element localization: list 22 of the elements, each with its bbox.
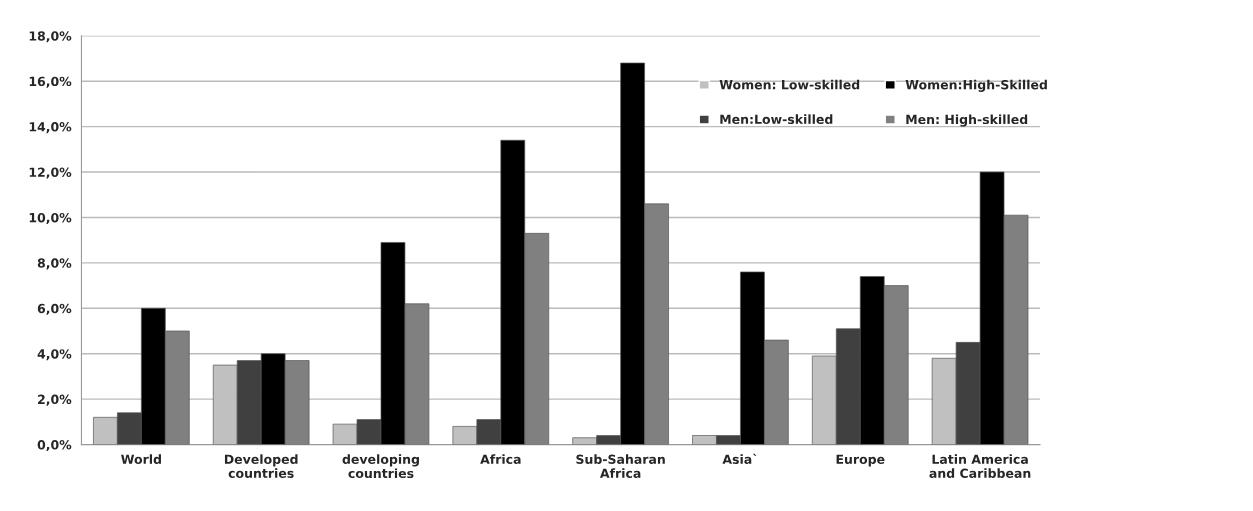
y-tick-label: 14,0% — [29, 122, 72, 134]
x-tick-label: Africa — [480, 454, 521, 464]
legend-label: Women: Low-skilled — [719, 79, 860, 90]
y-tick-label: 10,0% — [29, 212, 72, 224]
legend-label: Men:Low-skilled — [720, 114, 833, 124]
x-tick-label: Latin America and Caribbean — [929, 454, 1031, 478]
x-tick-label: Sub-Saharan Africa — [576, 454, 665, 478]
x-tick-label: Asia` — [722, 453, 757, 464]
y-tick-label: 16,0% — [29, 76, 72, 88]
y-tick-label: 4,0% — [37, 349, 72, 361]
y-tick-label: 2,0% — [38, 394, 72, 406]
legend-label: Men: High-skilled — [906, 114, 1028, 127]
y-tick-label: 18,0% — [29, 31, 72, 43]
x-tick-label: developing countries — [342, 454, 419, 479]
y-tick-label: 6,0% — [37, 303, 72, 315]
y-tick-label: 0,0% — [37, 440, 72, 452]
legend-label: Women:High-Skilled — [905, 79, 1047, 92]
y-tick-label: 12,0% — [29, 167, 72, 179]
x-tick-label: Developed countries — [224, 454, 298, 478]
y-tick-label: 8,0% — [37, 258, 72, 270]
x-tick-label: Europe — [836, 454, 885, 467]
x-tick-label: World — [121, 454, 161, 464]
